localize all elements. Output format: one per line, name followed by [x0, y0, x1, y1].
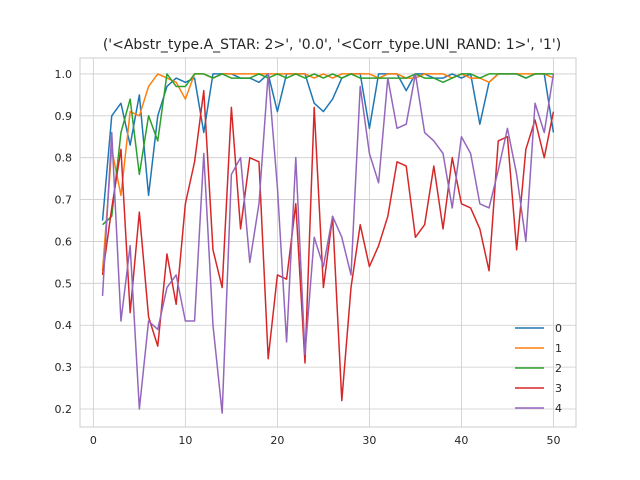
plot-area: 0 10 20 30 40 500.20.30.40.50.60.70.80.91.0 — [55, 57, 577, 447]
x-tick-label: 0 — [90, 434, 97, 447]
y-tick-label: 1.0 — [55, 68, 73, 81]
x-tick-label: 50 — [546, 434, 560, 447]
x-tick-label: 10 — [178, 434, 192, 447]
x-tick-label: 20 — [270, 434, 284, 447]
legend-label-0: 0 — [555, 322, 562, 335]
legend-label-2: 2 — [555, 362, 562, 375]
chart-title: ('<Abstr_type.A_STAR: 2>', '0.0', '<Corr… — [103, 37, 561, 53]
series-line-3 — [101, 89, 555, 402]
y-tick-label: 0.7 — [55, 194, 73, 207]
legend-label-3: 3 — [555, 382, 562, 395]
y-tick-label: 0.6 — [55, 235, 73, 248]
series-line-4 — [101, 73, 555, 414]
x-tick-label: 30 — [362, 434, 376, 447]
y-tick-label: 0.9 — [55, 110, 73, 123]
series-line-2 — [102, 73, 554, 226]
legend-label-4: 4 — [555, 402, 562, 415]
y-tick-label: 0.4 — [55, 319, 73, 332]
x-tick-label: 40 — [454, 434, 468, 447]
y-tick-label: 0.8 — [55, 152, 73, 165]
y-tick-label: 0.5 — [55, 277, 73, 290]
series-line-0 — [101, 73, 555, 221]
axes-frame — [79, 57, 577, 428]
y-tick-label: 0.3 — [55, 361, 73, 374]
legend-label-1: 1 — [555, 342, 562, 355]
y-tick-label: 0.2 — [55, 403, 73, 416]
legend: 0 1 2 3 4 — [515, 322, 562, 415]
